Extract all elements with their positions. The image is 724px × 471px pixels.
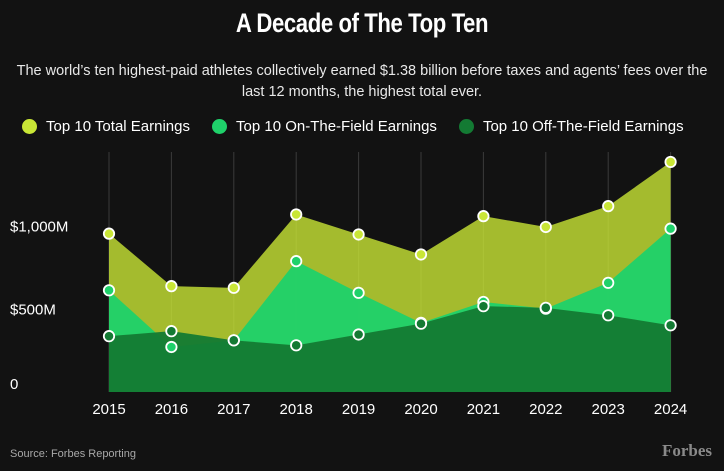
chart-subtitle: The world’s ten highest-paid athletes co… (16, 63, 708, 100)
x-tick-label: 2017 (217, 401, 250, 418)
y-tick-label: $500M (10, 302, 56, 319)
source-note: Source: Forbes Reporting (10, 448, 136, 460)
data-points (102, 155, 677, 354)
x-tick-label: 2019 (342, 401, 375, 418)
chart-legend: Top 10 Total Earnings Top 10 On-The-Fiel… (22, 118, 724, 135)
point-total-2016 (165, 280, 178, 293)
point-off_field-2017 (227, 334, 240, 347)
point-off_field-2022 (539, 301, 552, 314)
x-tick-label: 2016 (155, 401, 188, 418)
point-off_field-2020 (414, 317, 428, 330)
legend-item-total: Top 10 Total Earnings (22, 118, 190, 135)
y-tick-label: $1,000M (10, 218, 68, 235)
point-on_field-2024 (664, 222, 677, 235)
x-tick-label: 2023 (592, 401, 625, 418)
x-tick-label: 2015 (92, 401, 125, 418)
legend-label-off-field: Top 10 Off-The-Field Earnings (482, 118, 684, 135)
point-off_field-2024 (664, 319, 677, 332)
legend-swatch-off-field (458, 119, 474, 134)
point-total-2021 (477, 210, 490, 223)
legend-item-off-field: Top 10 Off-The-Field Earnings (458, 118, 684, 135)
point-off_field-2023 (602, 309, 615, 322)
chart-title: A Decade of The Top Ten (235, 8, 489, 38)
legend-label-on-field: Top 10 On-The-Field Earnings (236, 118, 437, 135)
point-on_field-2023 (602, 276, 615, 289)
x-tick-label: 2022 (529, 401, 562, 418)
point-on_field-2016 (165, 340, 178, 354)
point-total-2020 (414, 248, 428, 261)
brand-logo: Forbes (661, 441, 712, 460)
legend-label-total: Top 10 Total Earnings (46, 118, 190, 135)
area-off_field (109, 306, 671, 392)
point-total-2017 (227, 281, 240, 294)
y-tick-label: 0 (10, 376, 18, 393)
point-off_field-2021 (477, 300, 490, 313)
legend-item-on-field: Top 10 On-The-Field Earnings (212, 118, 437, 135)
point-off_field-2015 (102, 330, 116, 343)
axis-labels: 0 $500M $1,000M 2015 2016 2017 2018 2019 2020 202… (10, 218, 687, 418)
x-tick-label: 2024 (654, 401, 687, 418)
series-areas (109, 161, 671, 392)
x-tick-label: 2021 (467, 401, 500, 418)
x-tick-label: 2020 (404, 401, 437, 418)
point-total-2019 (352, 228, 365, 241)
point-on_field-2018 (290, 255, 303, 268)
legend-swatch-total (22, 119, 37, 134)
point-total-2023 (602, 200, 615, 213)
point-total-2015 (102, 227, 116, 240)
point-on_field-2019 (352, 286, 365, 299)
point-off_field-2018 (290, 339, 303, 352)
point-total-2022 (539, 220, 552, 234)
point-total-2024 (664, 155, 677, 169)
point-total-2018 (290, 208, 303, 221)
x-tick-label: 2018 (280, 401, 313, 418)
point-on_field-2015 (102, 284, 116, 297)
point-off_field-2016 (165, 325, 178, 338)
point-off_field-2019 (352, 328, 365, 341)
legend-swatch-on-field (212, 119, 227, 134)
